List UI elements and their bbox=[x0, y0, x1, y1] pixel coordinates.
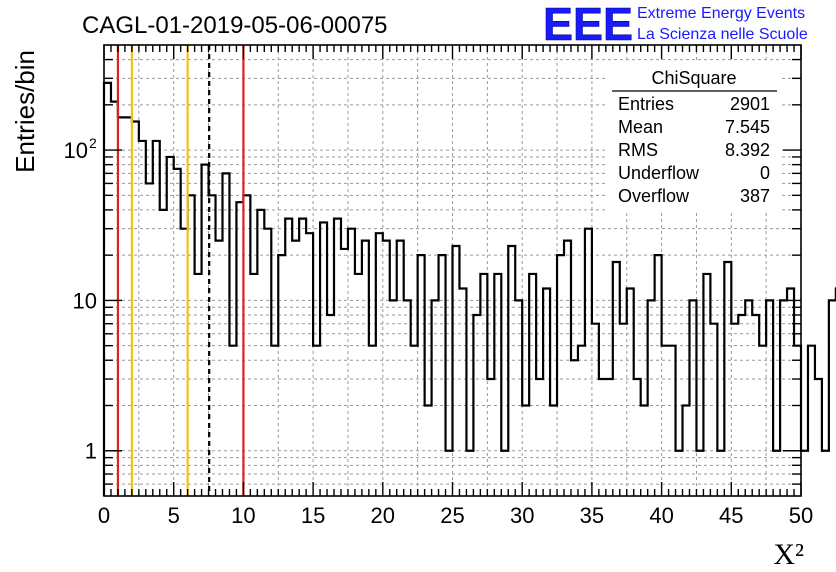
x-tick-label: 10 bbox=[231, 503, 255, 528]
stats-box-rows: Entries 2901 Mean 7.545 RMS 8.392 Underflow 0 Ov… bbox=[618, 94, 770, 206]
axis-ticks bbox=[103, 45, 802, 496]
eee-logo-mark: EEE bbox=[543, 0, 633, 50]
stats-row-label: Overflow bbox=[618, 186, 690, 206]
stats-row-value: 7.545 bbox=[725, 117, 770, 137]
stats-row-value: 387 bbox=[740, 186, 770, 206]
stats-row-value: 0 bbox=[760, 163, 770, 183]
histogram-outline bbox=[102, 81, 836, 496]
stats-row-value: 2901 bbox=[730, 94, 770, 114]
x-tick-label: 5 bbox=[168, 503, 180, 528]
x-tick-label: 15 bbox=[301, 503, 325, 528]
y-tick-label: 10 bbox=[64, 138, 88, 163]
eee-logo-line2: La Scienza nelle Scuole bbox=[637, 26, 808, 43]
x-tick-label: 45 bbox=[719, 503, 743, 528]
chart-title: CAGL-01-2019-05-06-00075 bbox=[82, 12, 388, 39]
stats-row-label: RMS bbox=[618, 140, 658, 160]
y-tick-label-exponent: 2 bbox=[89, 135, 97, 151]
y-tick-label: 1 bbox=[85, 439, 97, 464]
stats-row-label: Mean bbox=[618, 117, 663, 137]
stats-row-value: 8.392 bbox=[725, 140, 770, 160]
x-tick-labels: 0 5 10 15 20 25 30 35 40 45 50 bbox=[98, 503, 813, 528]
eee-logo-line1: Extreme Energy Events bbox=[637, 5, 805, 22]
stats-box: ChiSquare Entries 2901 Mean 7.545 RMS 8.392 Un… bbox=[606, 63, 782, 211]
x-tick-label: 20 bbox=[371, 503, 395, 528]
eee-logo: EEE Extreme Energy Events La Scienza nel… bbox=[543, 0, 808, 50]
x-tick-label: 0 bbox=[98, 503, 110, 528]
reference-lines bbox=[116, 45, 245, 496]
x-tick-label: 35 bbox=[580, 503, 604, 528]
x-tick-label: 50 bbox=[789, 503, 813, 528]
stats-row-label: Entries bbox=[618, 94, 674, 114]
y-tick-label: 10 bbox=[73, 288, 97, 313]
x-axis-label: X² bbox=[773, 538, 804, 571]
stats-row-label: Underflow bbox=[618, 163, 700, 183]
y-axis-label: Entries/bin bbox=[10, 50, 40, 173]
stats-box-title: ChiSquare bbox=[651, 68, 736, 88]
x-tick-label: 30 bbox=[510, 503, 534, 528]
stats-box-background bbox=[606, 63, 782, 211]
x-tick-label: 25 bbox=[440, 503, 464, 528]
x-tick-label: 40 bbox=[649, 503, 673, 528]
